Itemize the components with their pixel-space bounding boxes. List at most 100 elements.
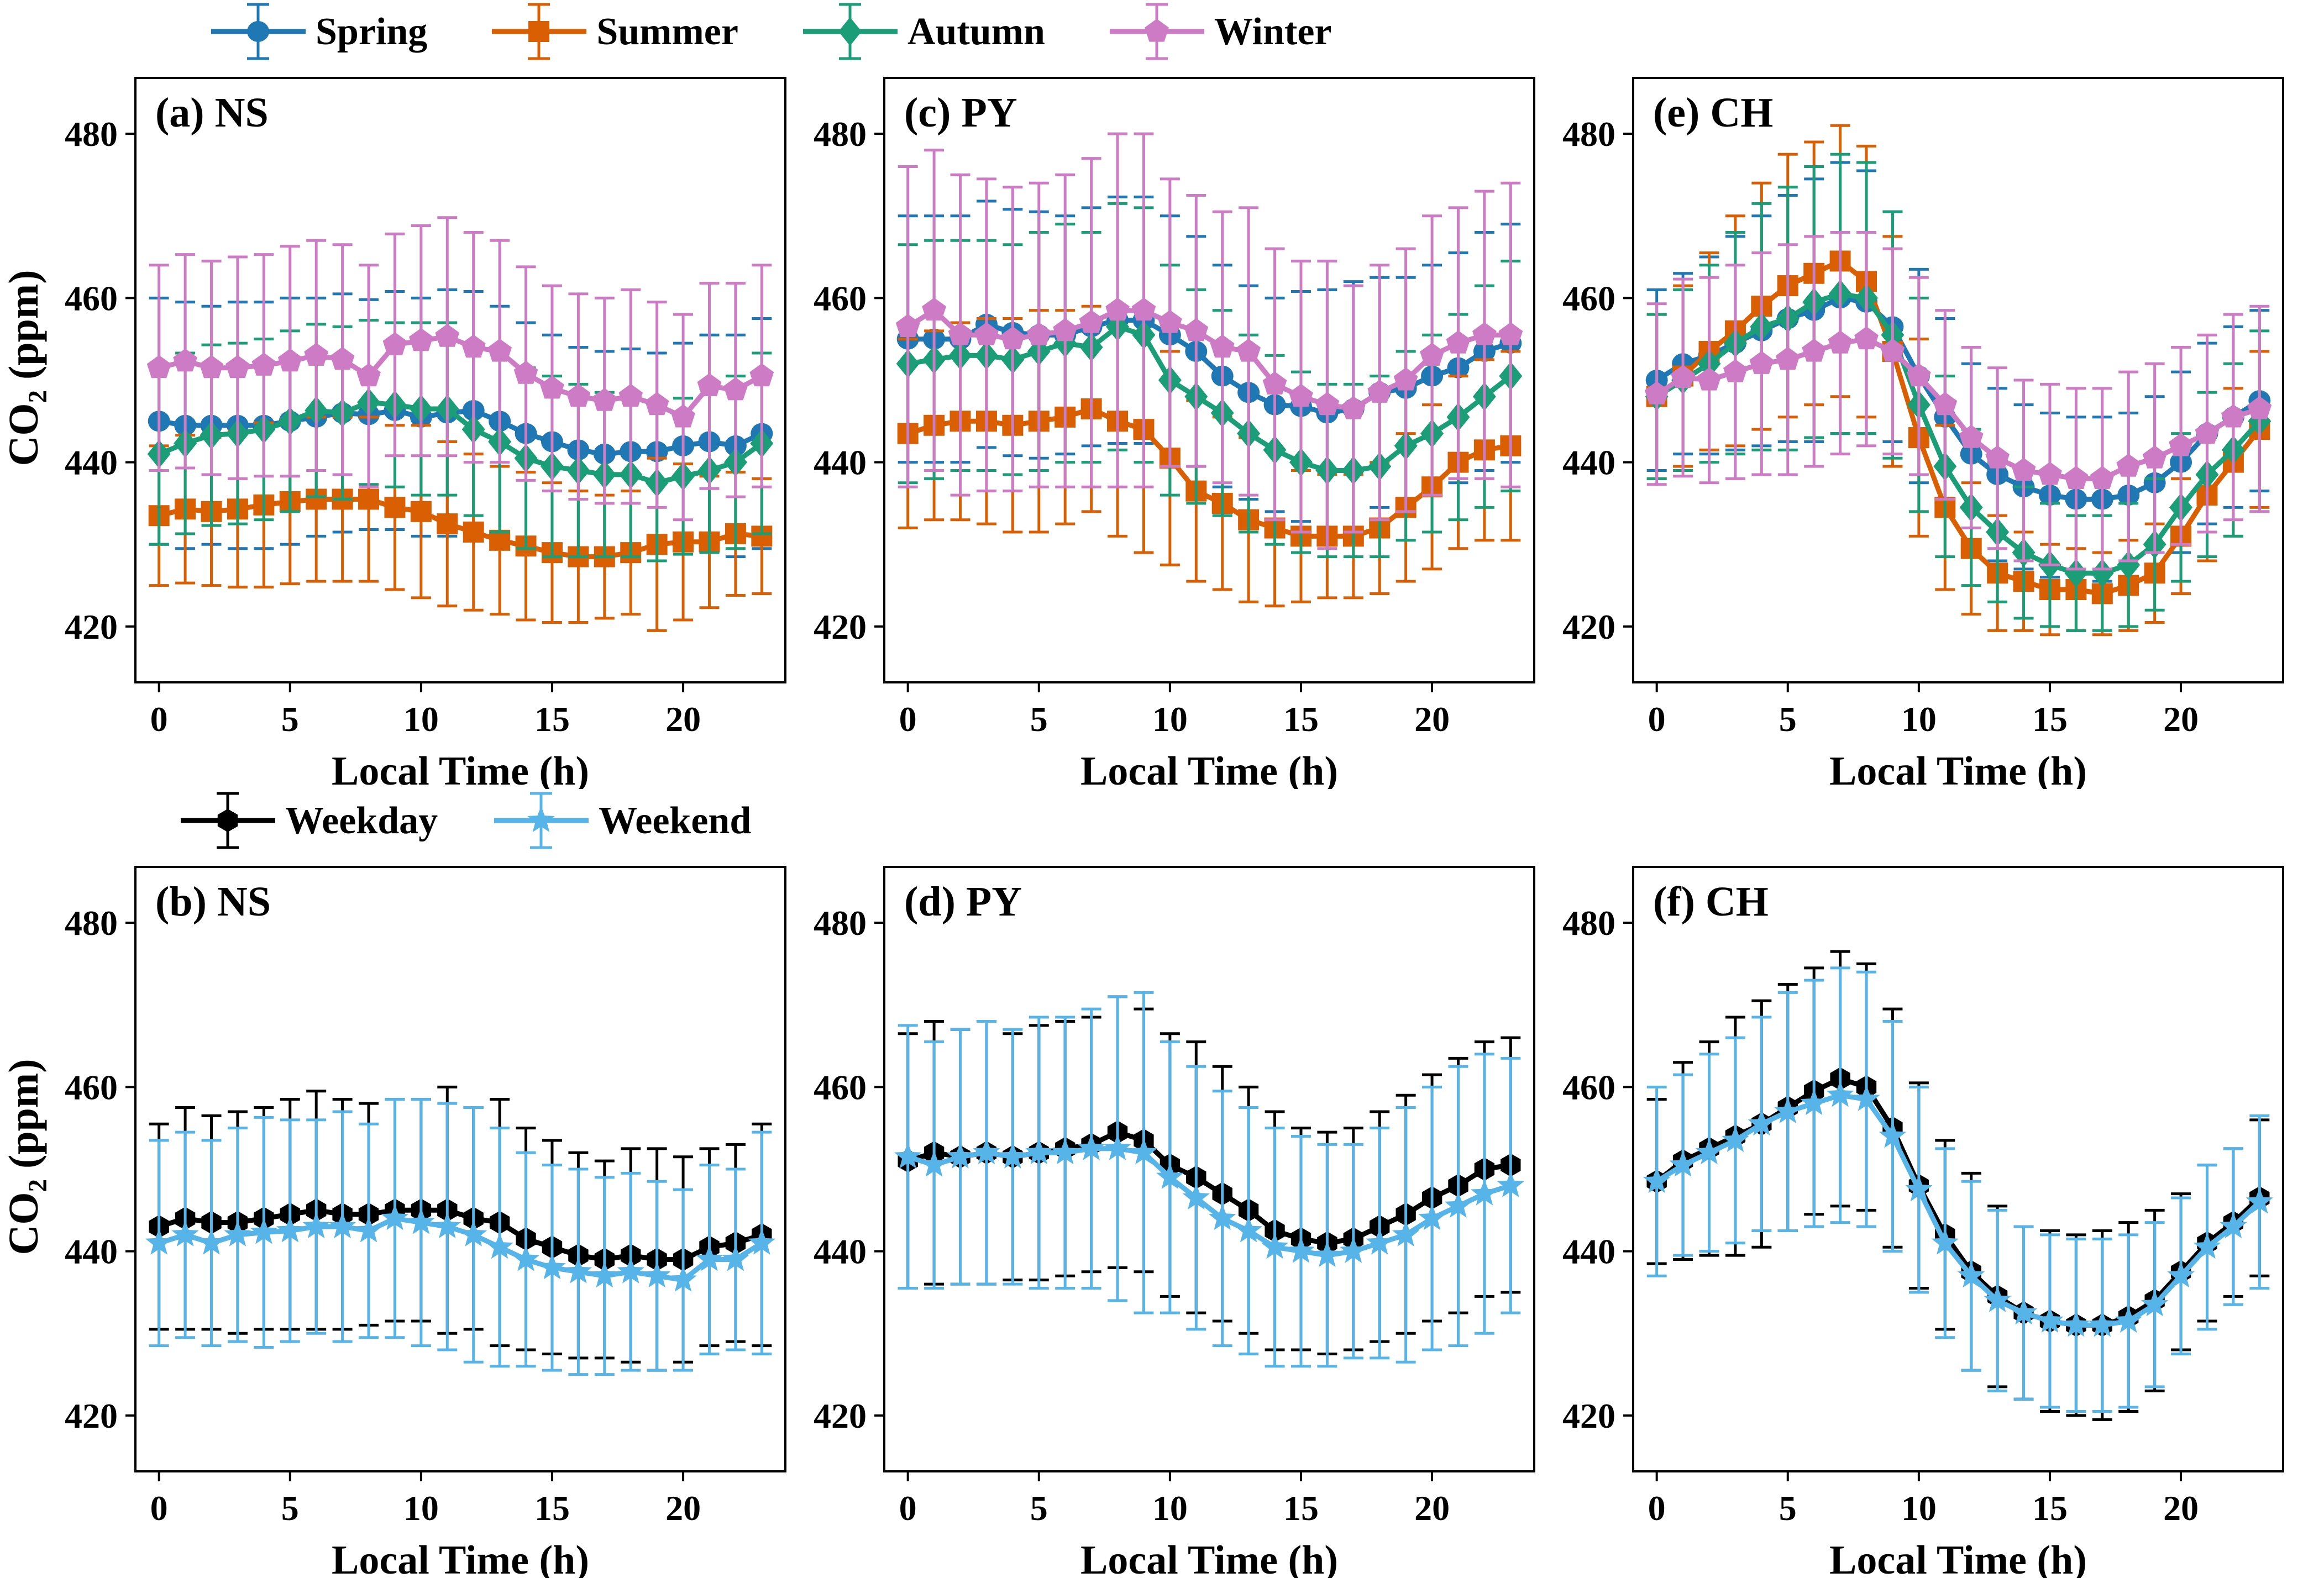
svg-text:20: 20 <box>665 699 701 739</box>
weekday-errorbar-marker-icon <box>181 792 275 849</box>
panel-d-py: 420 440 460 480 0 5 10 15 20 Local Time (h) (d) PY <box>801 853 1542 1578</box>
svg-text:420: 420 <box>65 1396 118 1435</box>
legend-label-autumn: Autumn <box>907 10 1045 53</box>
chart-panel-b-ns-daytype: 420 440 460 480 0 5 10 15 20 Local Time (h) (b) NS <box>65 866 786 1578</box>
legend-entry-weekend: Weekend <box>493 789 751 853</box>
svg-text:460: 460 <box>814 278 867 318</box>
legend-entry-weekday: Weekday <box>180 789 438 853</box>
svg-text:Local Time (h): Local Time (h) <box>1829 1538 2087 1578</box>
legend-entry-winter: Winter <box>1109 0 1332 64</box>
svg-text:0: 0 <box>899 699 917 739</box>
svg-text:5: 5 <box>281 699 299 739</box>
panel-a-ns: 420 440 460 480 0 5 10 15 20 Local Time (h) (a) NS <box>53 64 793 789</box>
svg-text:5: 5 <box>1779 699 1797 739</box>
legend-daytype: Weekday Weekend <box>0 789 2324 853</box>
svg-text:10: 10 <box>403 1488 439 1528</box>
svg-text:(f) CH: (f) CH <box>1653 879 1769 925</box>
legend-label-summer: Summer <box>596 10 738 53</box>
chart-panel-f-ch-daytype: 420 440 460 480 0 5 10 15 20 Local Time (h) (f) CH <box>1562 866 2284 1578</box>
legend-seasons: Spring Summer Autumn Winter <box>0 0 2324 64</box>
weekend-errorbar-marker-icon <box>494 792 589 849</box>
svg-text:440: 440 <box>65 1232 118 1271</box>
y-axis-title-col-bottom: CO2 (ppm) <box>0 853 53 1578</box>
chart-panel-c-py-seasons: 420 440 460 480 0 5 10 15 20 Local Time (h) (c) PY <box>814 77 1535 789</box>
chart-panel-d-py-daytype: 420 440 460 480 0 5 10 15 20 Local Time (h) (d) PY <box>814 866 1535 1578</box>
svg-text:Local Time (h): Local Time (h) <box>1829 749 2087 789</box>
svg-text:5: 5 <box>281 1488 299 1528</box>
panel-f-ch: 420 440 460 480 0 5 10 15 20 Local Time (h) (f) CH <box>1550 853 2291 1578</box>
charts-row-seasons: CO2 (ppm) 420 440 460 480 0 5 10 15 20 Local Time… <box>0 64 2324 789</box>
svg-text:420: 420 <box>1562 1396 1615 1435</box>
svg-text:Local Time (h): Local Time (h) <box>332 1538 589 1578</box>
spring-errorbar-marker-icon <box>211 3 306 60</box>
svg-text:0: 0 <box>899 1488 917 1528</box>
svg-text:0: 0 <box>150 1488 168 1528</box>
chart-panel-a-ns-seasons: 420 440 460 480 0 5 10 15 20 Local Time (h) (a) NS <box>65 77 786 789</box>
svg-text:(e) CH: (e) CH <box>1653 90 1773 136</box>
summer-errorbar-marker-icon <box>492 3 587 60</box>
legend-entry-summer: Summer <box>491 0 738 64</box>
svg-text:420: 420 <box>1562 607 1615 646</box>
svg-text:440: 440 <box>814 443 867 482</box>
legend-entry-spring: Spring <box>210 0 427 64</box>
panel-c-py: 420 440 460 480 0 5 10 15 20 Local Time (h) (c) PY <box>801 64 1542 789</box>
svg-text:20: 20 <box>665 1488 701 1528</box>
svg-text:10: 10 <box>403 699 439 739</box>
svg-text:480: 480 <box>814 903 867 943</box>
svg-text:20: 20 <box>2163 699 2199 739</box>
svg-text:15: 15 <box>2032 699 2068 739</box>
svg-text:15: 15 <box>534 699 570 739</box>
svg-text:460: 460 <box>1562 278 1615 318</box>
svg-text:5: 5 <box>1779 1488 1797 1528</box>
svg-text:5: 5 <box>1030 699 1048 739</box>
legend-label-weekend: Weekend <box>599 799 752 842</box>
svg-text:440: 440 <box>65 443 118 482</box>
svg-text:5: 5 <box>1030 1488 1048 1528</box>
svg-text:480: 480 <box>65 114 118 154</box>
panel-b-ns: 420 440 460 480 0 5 10 15 20 Local Time (h) (b) NS <box>53 853 793 1578</box>
legend-label-winter: Winter <box>1214 10 1332 53</box>
svg-text:Local Time (h): Local Time (h) <box>332 749 589 789</box>
autumn-errorbar-marker-icon <box>802 3 898 60</box>
svg-text:15: 15 <box>1283 1488 1319 1528</box>
svg-text:460: 460 <box>65 1067 118 1107</box>
svg-text:480: 480 <box>1562 114 1615 154</box>
svg-text:420: 420 <box>65 607 118 646</box>
svg-text:440: 440 <box>1562 1232 1615 1271</box>
svg-text:10: 10 <box>1901 699 1937 739</box>
svg-text:460: 460 <box>65 278 118 318</box>
panel-e-ch: 420 440 460 480 0 5 10 15 20 Local Time (h) (e) CH <box>1550 64 2291 789</box>
svg-text:0: 0 <box>150 699 168 739</box>
svg-text:10: 10 <box>1152 699 1188 739</box>
svg-text:420: 420 <box>814 1396 867 1435</box>
svg-text:10: 10 <box>1152 1488 1188 1528</box>
svg-text:15: 15 <box>534 1488 570 1528</box>
svg-text:20: 20 <box>2163 1488 2199 1528</box>
svg-text:480: 480 <box>65 903 118 943</box>
y-axis-title-col-top: CO2 (ppm) <box>0 64 53 789</box>
winter-errorbar-marker-icon <box>1109 3 1204 60</box>
svg-text:15: 15 <box>2032 1488 2068 1528</box>
svg-text:Local Time (h): Local Time (h) <box>1080 1538 1338 1578</box>
svg-text:0: 0 <box>1648 1488 1666 1528</box>
y-axis-label: CO2 (ppm) <box>0 1059 53 1255</box>
svg-text:440: 440 <box>814 1232 867 1271</box>
svg-text:440: 440 <box>1562 443 1615 482</box>
svg-text:20: 20 <box>1414 699 1450 739</box>
svg-text:(b) NS: (b) NS <box>155 879 271 925</box>
svg-text:15: 15 <box>1283 699 1319 739</box>
legend-entry-autumn: Autumn <box>802 0 1045 64</box>
svg-text:460: 460 <box>1562 1067 1615 1107</box>
svg-text:(d) PY: (d) PY <box>904 879 1022 925</box>
svg-text:420: 420 <box>814 607 867 646</box>
svg-text:10: 10 <box>1901 1488 1937 1528</box>
svg-text:480: 480 <box>1562 903 1615 943</box>
charts-row-daytype: CO2 (ppm) 420 440 460 480 0 5 10 15 20 Local Time… <box>0 853 2324 1578</box>
svg-text:(a) NS: (a) NS <box>155 90 269 136</box>
legend-label-spring: Spring <box>316 10 428 53</box>
chart-panel-e-ch-seasons: 420 440 460 480 0 5 10 15 20 Local Time (h) (e) CH <box>1562 77 2284 789</box>
svg-text:0: 0 <box>1648 699 1666 739</box>
svg-text:480: 480 <box>814 114 867 154</box>
svg-text:(c) PY: (c) PY <box>904 90 1017 136</box>
y-axis-label: CO2 (ppm) <box>0 270 53 466</box>
